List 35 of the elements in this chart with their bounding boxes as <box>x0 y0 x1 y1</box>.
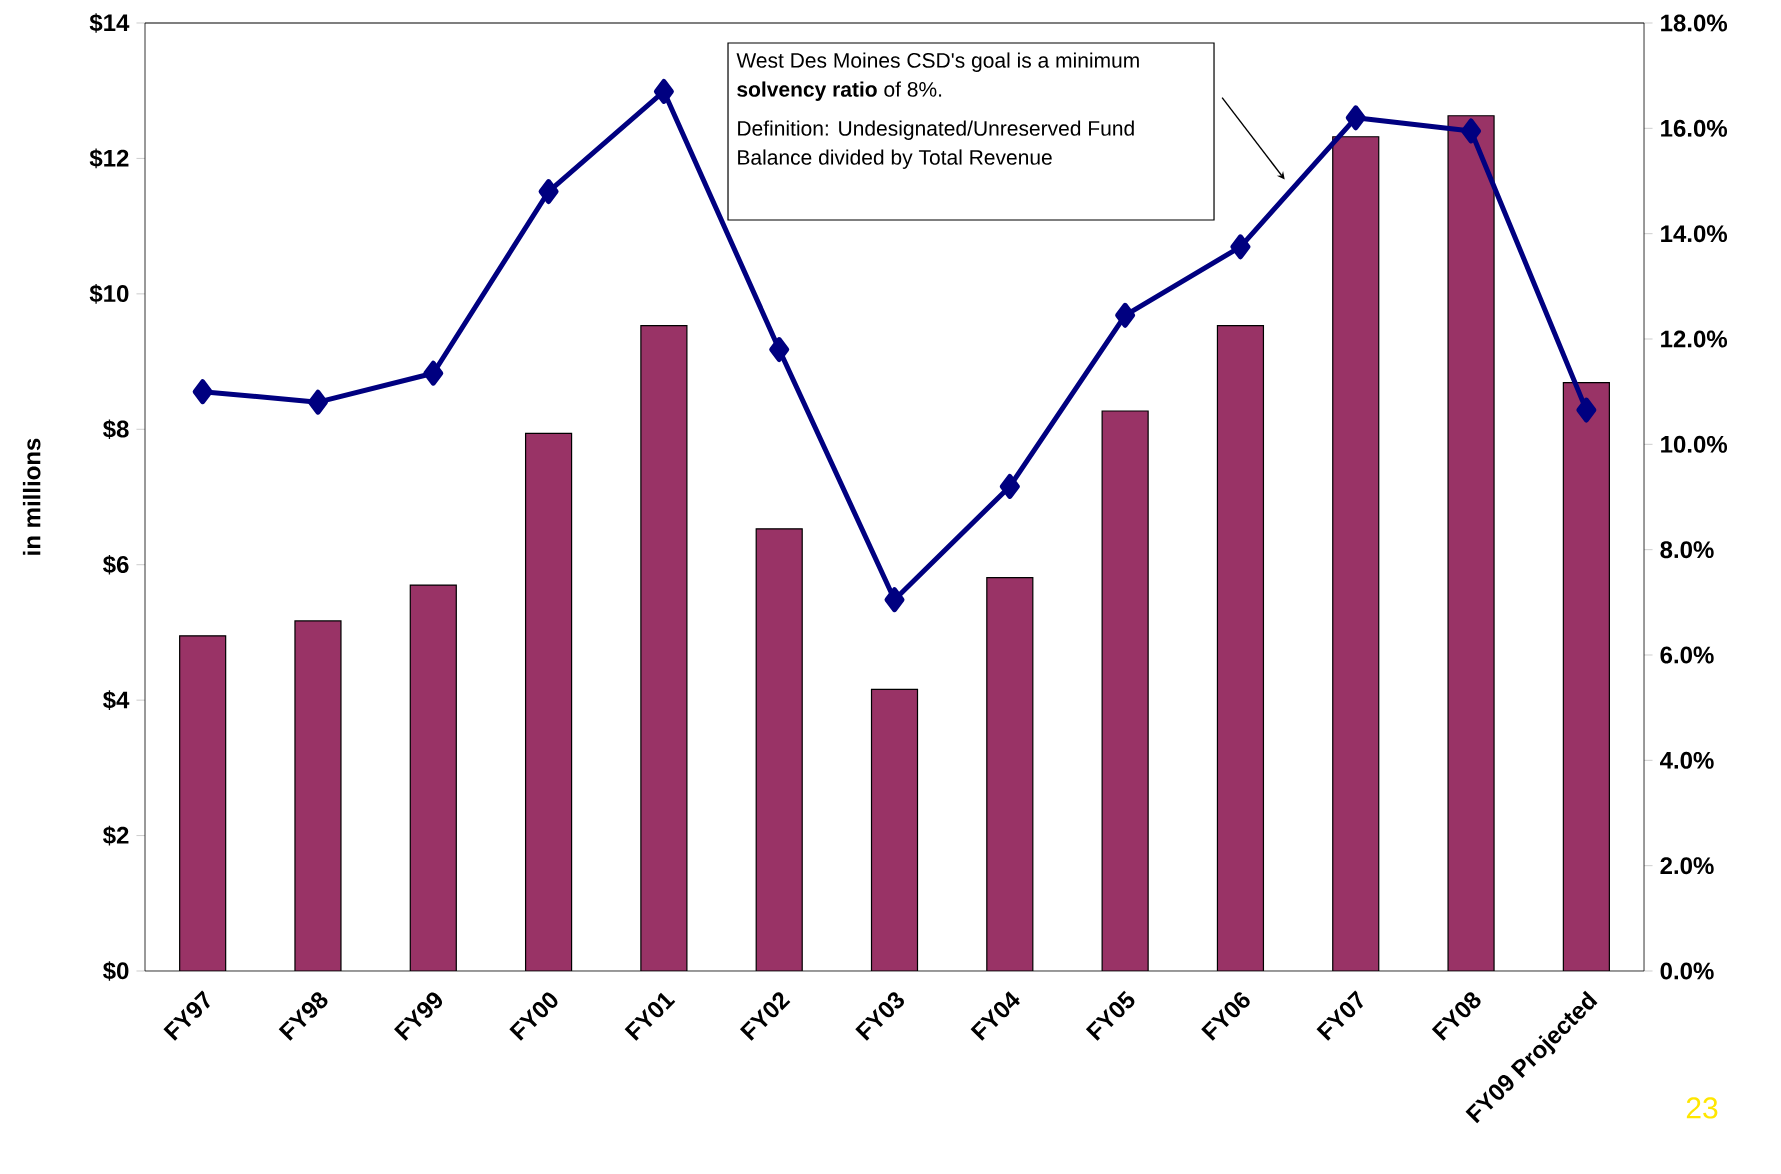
y-axis-title: in millions <box>22 438 41 555</box>
y-tick-label: $4 <box>103 690 130 710</box>
text: 23 <box>1686 1097 1718 1119</box>
y2-tick-label: 12.0% <box>1661 330 1728 348</box>
y2-tick-label: 18.0% <box>1661 14 1728 32</box>
y-tick-label: $6 <box>103 554 129 575</box>
point <box>884 587 905 613</box>
y2-tick-label: 4.0% <box>1660 751 1714 769</box>
y-tick-label: $2 <box>103 825 129 846</box>
point <box>1461 118 1482 144</box>
point <box>999 473 1020 499</box>
point <box>653 78 674 104</box>
y2-tick-label: 14.0% <box>1661 225 1728 243</box>
point <box>307 389 328 415</box>
y-tick-label: $8 <box>103 419 129 440</box>
y-tick-label: $14 <box>89 13 130 33</box>
point <box>1115 302 1136 328</box>
y2-tick-label: 10.0% <box>1661 435 1728 453</box>
y2-tick-label: 0.0% <box>1660 962 1714 980</box>
point <box>1230 234 1251 260</box>
y2-tick-label: 6.0% <box>1660 646 1714 664</box>
y2-tick-label: 2.0% <box>1660 857 1714 875</box>
annotation: West Des Moines CSD's goal is a minimum solvency ratio of 8%. <box>736 52 1139 101</box>
y-tick-label: $12 <box>89 148 129 169</box>
y2-tick-label: 16.0% <box>1661 119 1728 137</box>
annotation: Definition: Undesignated/Unreserved Fund Balance divided by Total Revenue <box>738 120 1134 169</box>
point <box>423 360 444 386</box>
point <box>1345 105 1366 131</box>
point <box>192 379 213 405</box>
point <box>538 179 559 205</box>
y2-tick-label: 8.0% <box>1660 541 1714 559</box>
point <box>769 337 790 363</box>
point <box>1576 397 1597 423</box>
y-tick-label: $10 <box>89 284 129 304</box>
y-tick-label: $0 <box>103 961 129 981</box>
